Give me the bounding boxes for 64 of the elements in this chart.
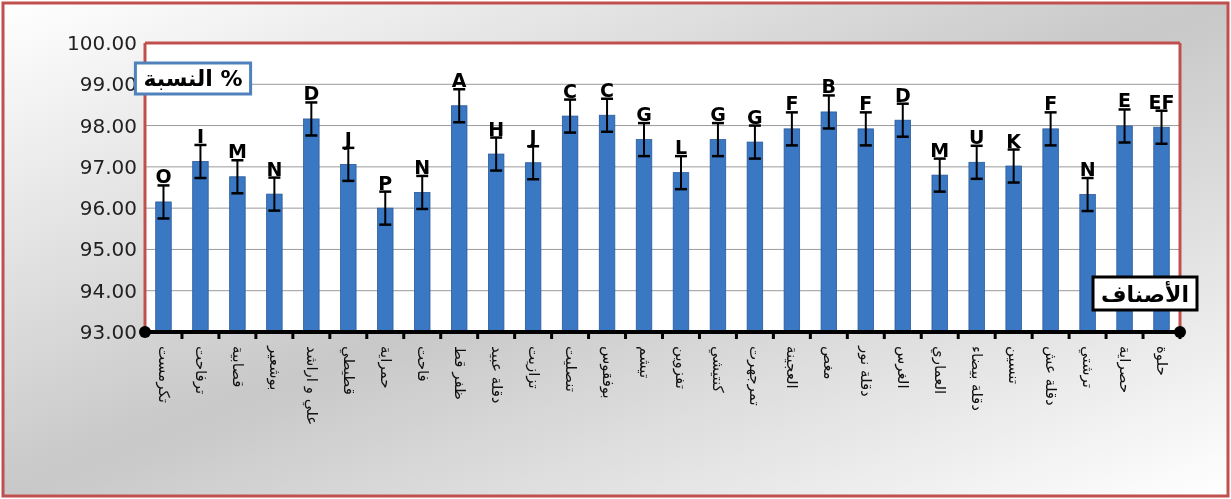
- y-tick-label: 97.00: [79, 154, 137, 179]
- y-tick-label: 99.00: [79, 72, 137, 97]
- data-label: M: [930, 138, 950, 161]
- x-tick-label: علي و اراشد: [301, 346, 321, 426]
- x-tick-label: تزازيت: [524, 346, 543, 389]
- data-label: F: [859, 92, 873, 115]
- x-tick-label: حصراية: [1116, 346, 1135, 393]
- data-label: C: [600, 78, 615, 101]
- x-tick-label: كنتيشي: [708, 346, 728, 394]
- y-axis-title: النسبة %: [143, 66, 243, 91]
- x-tick-label: قطيطي: [338, 346, 358, 395]
- data-label: G: [636, 103, 652, 126]
- x-tick-label: دقلة عبيد: [487, 346, 506, 404]
- data-label: E: [1118, 89, 1132, 112]
- data-label: I: [196, 124, 204, 147]
- y-tick-label: 98.00: [79, 113, 137, 138]
- x-tick-label: قصابية: [228, 346, 247, 388]
- data-label: D: [303, 82, 320, 105]
- x-tick-label: الغرس: [894, 346, 913, 389]
- data-label: U: [968, 125, 985, 148]
- data-label: P: [378, 171, 393, 194]
- x-tick-label: حمراية: [376, 346, 395, 389]
- data-label: F: [1044, 92, 1058, 115]
- data-label: G: [747, 105, 763, 128]
- x-tick-label: تمرجهرت: [746, 346, 765, 406]
- y-tick-label: 96.00: [79, 196, 137, 221]
- x-tick-label: تكرمست: [154, 346, 173, 403]
- y-tick-label: 100.00: [67, 31, 137, 55]
- data-label: M: [227, 140, 247, 163]
- x-tick-label: فاحت: [413, 346, 432, 382]
- x-tick-label: تنسين: [1005, 346, 1024, 385]
- data-label: N: [1079, 158, 1096, 180]
- data-label: N: [266, 157, 283, 180]
- x-tick-label: تنصليت: [561, 346, 580, 392]
- data-label: L: [674, 136, 688, 159]
- x-tick-label: ظفر قط: [450, 346, 469, 400]
- x-tick-label: تفزوين: [672, 346, 691, 389]
- data-label: K: [1006, 129, 1023, 152]
- y-tick-label: 93.00: [79, 320, 137, 344]
- data-label: G: [710, 103, 726, 126]
- data-label: C: [563, 79, 578, 102]
- data-label: N: [414, 155, 431, 178]
- data-label: A: [451, 69, 467, 92]
- data-label: EF: [1148, 90, 1175, 113]
- x-tick-label: ترفاحت: [191, 346, 210, 395]
- x-tick-label: تيشم: [635, 346, 654, 379]
- data-label: D: [894, 83, 911, 106]
- data-label: B: [821, 75, 837, 98]
- x-tick-label: بوشعير: [265, 345, 284, 391]
- x-tick-label: دقلة نور: [857, 345, 876, 397]
- x-tick-label: العجينة: [783, 346, 802, 389]
- data-label: O: [155, 165, 172, 188]
- y-tick-label: 95.00: [79, 237, 137, 262]
- x-tick-label: مغص: [820, 346, 839, 380]
- x-tick-label: دقلة بيضاء: [968, 346, 987, 411]
- x-tick-label: العماري: [930, 346, 950, 395]
- data-label: F: [785, 92, 799, 115]
- x-tick-label: ترشتي: [1078, 346, 1098, 389]
- x-axis-title: الأصناف: [1101, 280, 1189, 307]
- x-tick-label: دقلة عش: [1042, 346, 1061, 406]
- data-label: H: [488, 117, 505, 140]
- x-tick-label: بوفقوس: [598, 346, 617, 399]
- y-tick-label: 94.00: [79, 278, 137, 303]
- x-tick-label: حلوة: [1153, 346, 1172, 376]
